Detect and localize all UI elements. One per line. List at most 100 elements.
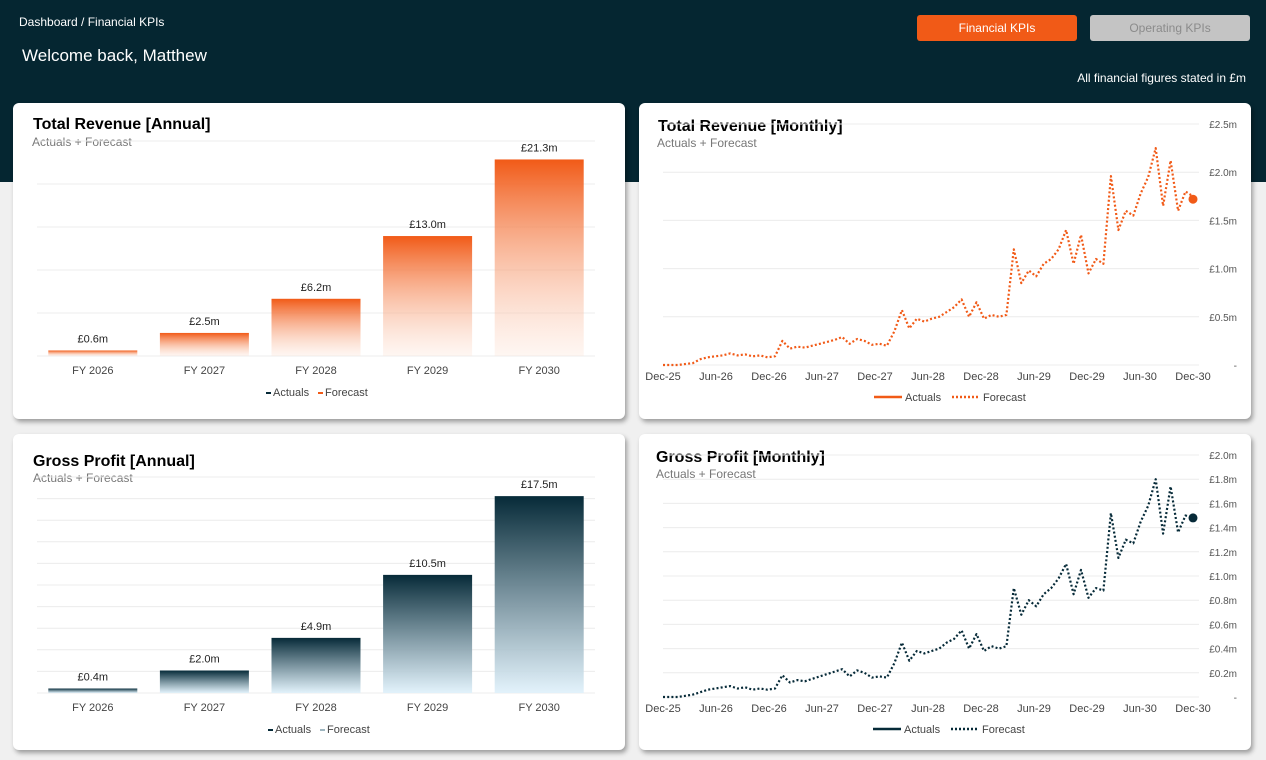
bar	[494, 496, 584, 693]
operating-kpis-button[interactable]: Operating KPIs	[1090, 15, 1250, 41]
bar	[271, 637, 361, 693]
x-tick-label: Dec-29	[1069, 703, 1104, 715]
x-tick-label: Jun-26	[699, 371, 733, 383]
y-tick-label: -	[1234, 361, 1237, 372]
card-title: Gross Profit [Annual]	[33, 453, 195, 470]
revenue-annual-card: Total Revenue [Annual] Actuals + Forecas…	[13, 103, 625, 419]
x-tick-label: Jun-29	[1017, 703, 1051, 715]
bar	[159, 670, 249, 693]
data-label: £0.4m	[78, 672, 109, 684]
y-tick-label: £1.0m	[1209, 265, 1237, 276]
revenue-monthly-card: Total Revenue [Monthly] Actuals + Foreca…	[639, 103, 1251, 419]
bar	[494, 159, 584, 356]
y-tick-label: £1.0m	[1209, 572, 1237, 583]
financial-kpis-button[interactable]: Financial KPIs	[917, 15, 1077, 41]
breadcrumb: Dashboard / Financial KPIs	[19, 15, 165, 29]
end-marker	[1188, 513, 1198, 523]
y-tick-label: £0.5m	[1209, 313, 1237, 324]
data-label: £10.5m	[409, 558, 446, 570]
x-tick-label: FY 2028	[295, 702, 336, 714]
x-tick-label: Dec-28	[963, 371, 998, 383]
x-tick-label: Dec-26	[751, 371, 786, 383]
x-tick-label: Jun-26	[699, 703, 733, 715]
legend-label-forecast: Forecast	[325, 387, 368, 399]
card-title: Total Revenue [Annual]	[33, 116, 211, 133]
data-label: £21.3m	[521, 142, 558, 154]
gross-profit-monthly-card: Gross Profit [Monthly] Actuals + Forecas…	[639, 434, 1251, 750]
x-tick-label: Jun-30	[1123, 371, 1157, 383]
data-label: £2.5m	[189, 316, 220, 328]
y-tick-label: £1.8m	[1209, 475, 1237, 486]
x-tick-label: FY 2027	[184, 702, 225, 714]
y-tick-label: £1.2m	[1209, 548, 1237, 559]
bar	[48, 688, 138, 693]
x-tick-label: Dec-29	[1069, 371, 1104, 383]
legend-marker-actuals	[268, 729, 273, 731]
forecast-line	[663, 478, 1194, 699]
y-tick-label: £2.5m	[1209, 120, 1237, 131]
legend-marker-forecast	[318, 392, 323, 394]
y-tick-label: £1.4m	[1209, 524, 1237, 535]
bar	[383, 236, 473, 356]
data-label: £13.0m	[409, 219, 446, 231]
legend-label-forecast: Forecast	[327, 724, 370, 736]
x-tick-label: Jun-28	[911, 371, 945, 383]
bar	[271, 298, 361, 356]
forecast-line	[663, 147, 1194, 367]
card-subtitle: Actuals + Forecast	[33, 471, 133, 485]
revenue-annual-chart: £0.6m FY 2026 £2.5m FY 2027 £6.2m FY 2028 £13.…	[37, 140, 595, 399]
x-tick-label: Dec-27	[857, 703, 892, 715]
data-label: £17.5m	[521, 479, 558, 491]
x-tick-label: Dec-27	[857, 371, 892, 383]
x-tick-label: FY 2027	[184, 365, 225, 377]
x-tick-label: Jun-27	[805, 371, 839, 383]
x-tick-label: FY 2026	[72, 702, 113, 714]
legend-label-forecast: Forecast	[983, 392, 1026, 404]
legend-label-forecast: Forecast	[982, 724, 1025, 736]
y-tick-label: £2.0m	[1209, 451, 1237, 462]
legend-label-actuals: Actuals	[905, 392, 942, 404]
x-tick-label: FY 2030	[519, 365, 560, 377]
x-tick-label: FY 2028	[295, 365, 336, 377]
currency-note: All financial figures stated in £m	[1077, 71, 1246, 85]
data-label: £0.6m	[78, 333, 109, 345]
y-tick-label: £2.0m	[1209, 168, 1237, 179]
legend-label-actuals: Actuals	[904, 724, 941, 736]
x-tick-label: FY 2030	[519, 702, 560, 714]
x-tick-label: Dec-28	[963, 703, 998, 715]
data-label: £2.0m	[189, 654, 220, 666]
x-tick-label: Jun-29	[1017, 371, 1051, 383]
revenue-monthly-chart: £2.5m £2.0m £1.5m £1.0m £0.5m - Dec-25 Jun-26 De…	[645, 120, 1237, 404]
x-tick-label: Jun-30	[1123, 703, 1157, 715]
x-tick-label: Jun-27	[805, 703, 839, 715]
card-subtitle: Actuals + Forecast	[657, 136, 757, 150]
gross-profit-annual-chart: £0.4m FY 2026 £2.0m FY 2027 £4.9m FY 2028 £10.…	[37, 476, 595, 736]
y-tick-label: £0.2m	[1209, 669, 1237, 680]
card-title: Gross Profit [Monthly]	[656, 449, 825, 466]
gross-profit-monthly-chart: £2.0m £1.8m £1.6m £1.4m £1.2m £1.0m £0.8m £0.6m…	[645, 451, 1237, 736]
x-tick-label: FY 2026	[72, 365, 113, 377]
x-tick-label: Dec-30	[1175, 703, 1210, 715]
x-tick-label: Dec-25	[645, 371, 680, 383]
card-subtitle: Actuals + Forecast	[32, 135, 132, 149]
bar	[383, 574, 473, 693]
legend-label-actuals: Actuals	[273, 387, 310, 399]
bar	[159, 332, 249, 356]
y-tick-label: -	[1234, 693, 1237, 704]
bar	[48, 350, 138, 356]
end-marker	[1188, 194, 1198, 204]
x-tick-label: FY 2029	[407, 702, 448, 714]
x-tick-label: Dec-25	[645, 703, 680, 715]
legend-marker-forecast	[320, 729, 325, 731]
y-tick-label: £0.8m	[1209, 596, 1237, 607]
card-subtitle: Actuals + Forecast	[656, 467, 756, 481]
card-title: Total Revenue [Monthly]	[658, 118, 843, 135]
y-tick-label: £1.6m	[1209, 499, 1237, 510]
x-tick-label: FY 2029	[407, 365, 448, 377]
x-tick-label: Dec-30	[1175, 371, 1210, 383]
legend-marker-actuals	[266, 392, 271, 394]
y-tick-label: £0.4m	[1209, 645, 1237, 656]
x-tick-label: Jun-28	[911, 703, 945, 715]
y-tick-label: £1.5m	[1209, 216, 1237, 227]
gross-profit-annual-card: Gross Profit [Annual] Actuals + Forecast…	[13, 434, 625, 750]
